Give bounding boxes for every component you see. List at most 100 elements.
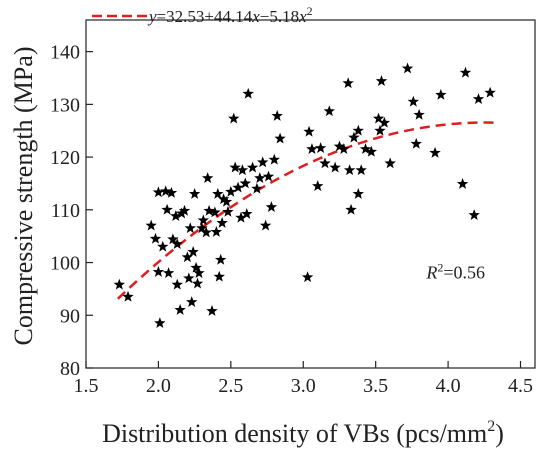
data-point — [222, 205, 234, 217]
data-point — [242, 87, 254, 99]
data-point — [312, 180, 324, 191]
data-point — [184, 222, 196, 234]
data-point — [429, 146, 441, 158]
data-point — [314, 142, 327, 153]
y-tick-label: 140 — [50, 42, 80, 64]
data-point — [378, 116, 391, 128]
data-point — [374, 124, 386, 136]
data-point — [145, 219, 157, 231]
data-point — [181, 251, 194, 263]
data-point — [329, 161, 341, 173]
data-point — [191, 277, 204, 289]
data-point — [171, 278, 183, 290]
data-point — [359, 143, 372, 155]
data-point — [333, 140, 346, 152]
data-point — [262, 170, 275, 182]
data-point — [183, 272, 195, 284]
annotation-r: R — [425, 262, 437, 282]
data-point — [401, 62, 414, 74]
x-tick-label: 2.0 — [146, 375, 171, 397]
x-tick-label: 3.0 — [291, 375, 316, 397]
data-point — [236, 164, 249, 176]
data-point — [170, 210, 182, 221]
data-point — [203, 204, 215, 216]
legend-label-fit: y=32.53+44.14x−5.18x2 — [147, 4, 313, 26]
y-tick-label: 120 — [50, 147, 80, 169]
data-point — [190, 261, 202, 273]
plot-frame — [85, 19, 536, 369]
x-axis-title-sup: 2 — [487, 418, 495, 435]
data-point — [216, 217, 228, 228]
x-tick-label: 4.0 — [436, 375, 461, 397]
data-point — [410, 137, 422, 149]
data-point — [217, 193, 230, 205]
data-point — [171, 238, 183, 249]
data-point — [162, 267, 175, 278]
y-tick-label: 100 — [50, 253, 80, 275]
data-point — [407, 95, 420, 107]
y-tick-label: 90 — [60, 305, 80, 327]
data-point — [188, 188, 201, 199]
data-point — [175, 207, 188, 219]
data-point — [323, 105, 336, 117]
data-point — [468, 209, 480, 220]
data-point — [210, 225, 223, 237]
data-point — [229, 161, 241, 173]
data-point — [161, 203, 173, 215]
data-point — [348, 131, 360, 143]
y-tick-label: 110 — [51, 200, 80, 222]
y-tick-label: 80 — [60, 358, 80, 380]
data-point — [193, 267, 205, 278]
y-axis-title: Compressive strength (MPa) — [9, 47, 38, 346]
legend-label-part-coef2: −5.18 — [260, 7, 299, 26]
data-point — [459, 66, 472, 78]
x-tick-label: 1.5 — [74, 375, 99, 397]
x-axis: 1.5 2.0 2.5 3.0 3.5 4.0 4.5 — [74, 361, 533, 397]
data-point — [259, 219, 272, 231]
data-point — [456, 177, 469, 189]
data-point — [235, 211, 247, 223]
data-point — [352, 124, 364, 136]
x-tick-label: 3.5 — [363, 375, 388, 397]
data-point — [186, 296, 198, 307]
data-point — [472, 93, 485, 104]
annotation-value: =0.56 — [443, 262, 485, 282]
data-point — [384, 157, 396, 169]
data-point — [372, 112, 385, 124]
legend-label-part-x2: x — [298, 7, 307, 26]
annotation-sup: 2 — [437, 260, 443, 274]
data-point — [232, 181, 244, 193]
data-point — [178, 204, 191, 216]
y-axis: 80 90 100 110 120 130 140 — [50, 42, 93, 380]
data-point — [149, 232, 162, 244]
data-point — [200, 226, 212, 238]
data-point — [225, 185, 237, 197]
data-point — [246, 161, 259, 173]
data-point — [484, 86, 496, 98]
data-point — [257, 156, 269, 168]
x-axis-title: Distribution density of VBs (pcs/mm2) — [102, 418, 504, 448]
scatter-points — [113, 62, 496, 329]
x-axis-title-suffix: ) — [495, 419, 504, 448]
data-point — [212, 188, 224, 199]
data-point — [345, 203, 357, 215]
data-point — [209, 206, 221, 218]
data-point — [187, 246, 199, 257]
data-point — [254, 172, 266, 184]
data-point — [435, 88, 447, 100]
data-point — [196, 222, 208, 234]
data-point — [197, 214, 210, 226]
x-tick-label: 4.5 — [508, 375, 533, 397]
data-point — [306, 143, 318, 155]
y-tick-label: 130 — [50, 94, 80, 116]
data-point — [174, 304, 186, 315]
data-point — [251, 182, 263, 194]
data-point — [152, 266, 165, 277]
x-tick-label: 2.5 — [218, 375, 243, 397]
data-point — [214, 253, 227, 265]
data-point — [274, 132, 286, 144]
data-point — [220, 195, 233, 207]
x-axis-title-main: Distribution density of VBs (pcs/mm — [102, 419, 487, 448]
data-point — [157, 240, 169, 252]
data-point — [241, 208, 253, 219]
